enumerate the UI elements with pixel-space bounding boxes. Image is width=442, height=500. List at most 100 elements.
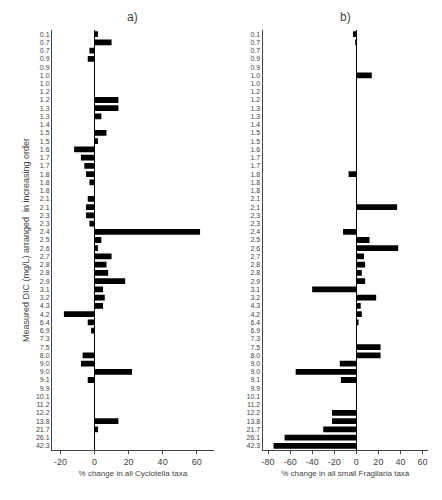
- svg-text:2.9: 2.9: [250, 278, 260, 285]
- svg-text:1.5: 1.5: [40, 138, 50, 145]
- svg-text:10.1: 10.1: [36, 393, 50, 400]
- svg-text:6.4: 6.4: [250, 319, 260, 326]
- svg-text:b): b): [340, 10, 351, 24]
- svg-text:1.2: 1.2: [250, 88, 260, 95]
- svg-text:1.8: 1.8: [40, 171, 50, 178]
- svg-text:2.5: 2.5: [250, 236, 260, 243]
- svg-text:2.3: 2.3: [250, 220, 260, 227]
- svg-text:1.7: 1.7: [40, 154, 50, 161]
- svg-text:2.7: 2.7: [250, 253, 260, 260]
- svg-text:40: 40: [395, 457, 405, 467]
- svg-text:Measured DIC (mg/L) arranged: Measured DIC (mg/L) arranged in increasi…: [21, 138, 31, 342]
- svg-text:13.8: 13.8: [36, 418, 50, 425]
- svg-text:-20: -20: [328, 457, 341, 467]
- svg-text:3.1: 3.1: [40, 286, 50, 293]
- svg-text:9.0: 9.0: [250, 368, 260, 375]
- svg-text:3.1: 3.1: [250, 286, 260, 293]
- svg-text:60: 60: [417, 457, 427, 467]
- svg-text:11.2: 11.2: [247, 401, 260, 408]
- svg-text:6.4: 6.4: [40, 319, 50, 326]
- svg-text:2.1: 2.1: [40, 195, 50, 202]
- svg-text:2.8: 2.8: [40, 261, 50, 268]
- svg-text:0.1: 0.1: [250, 31, 260, 38]
- svg-text:2.9: 2.9: [40, 278, 50, 285]
- svg-text:7.5: 7.5: [40, 344, 50, 351]
- svg-text:2.5: 2.5: [40, 236, 50, 243]
- svg-text:7.5: 7.5: [250, 344, 260, 351]
- svg-text:1.0: 1.0: [40, 72, 50, 79]
- svg-text:42.3: 42.3: [36, 442, 50, 449]
- svg-text:2.3: 2.3: [40, 212, 50, 219]
- svg-text:4.3: 4.3: [40, 302, 50, 309]
- svg-text:1.5: 1.5: [250, 129, 260, 136]
- svg-text:3.2: 3.2: [40, 294, 50, 301]
- svg-text:1.0: 1.0: [250, 80, 260, 87]
- svg-text:2.7: 2.7: [40, 253, 50, 260]
- svg-text:-20: -20: [54, 457, 67, 467]
- svg-text:1.8: 1.8: [250, 187, 260, 194]
- svg-text:13.8: 13.8: [247, 418, 261, 425]
- svg-text:0.7: 0.7: [40, 39, 50, 46]
- svg-text:0.7: 0.7: [40, 47, 50, 54]
- svg-text:12.2: 12.2: [247, 409, 261, 416]
- svg-text:11.2: 11.2: [36, 401, 49, 408]
- svg-text:1.5: 1.5: [40, 129, 50, 136]
- svg-text:a): a): [127, 10, 138, 24]
- svg-text:4.2: 4.2: [40, 311, 50, 318]
- svg-text:1.8: 1.8: [250, 179, 260, 186]
- svg-text:1.8: 1.8: [40, 187, 50, 194]
- svg-text:1.6: 1.6: [250, 146, 260, 153]
- svg-text:8.0: 8.0: [40, 352, 50, 359]
- svg-text:42.3: 42.3: [247, 442, 261, 449]
- svg-text:9.9: 9.9: [40, 385, 50, 392]
- svg-text:2.6: 2.6: [250, 245, 260, 252]
- svg-text:4.2: 4.2: [250, 311, 260, 318]
- svg-text:9.1: 9.1: [250, 376, 260, 383]
- svg-text:0.1: 0.1: [40, 31, 50, 38]
- svg-text:1.2: 1.2: [40, 88, 50, 95]
- svg-text:6.9: 6.9: [40, 327, 50, 334]
- svg-text:1.3: 1.3: [250, 113, 260, 120]
- svg-text:1.2: 1.2: [40, 96, 50, 103]
- svg-text:2.6: 2.6: [40, 245, 50, 252]
- svg-text:7.3: 7.3: [250, 335, 260, 342]
- svg-text:1.3: 1.3: [250, 105, 260, 112]
- svg-text:3.2: 3.2: [250, 294, 260, 301]
- svg-text:0: 0: [92, 457, 97, 467]
- svg-text:2.4: 2.4: [40, 228, 50, 235]
- svg-text:1.8: 1.8: [250, 171, 260, 178]
- svg-text:1.7: 1.7: [40, 162, 50, 169]
- svg-text:2.8: 2.8: [40, 269, 50, 276]
- svg-text:0.7: 0.7: [250, 47, 260, 54]
- svg-text:1.7: 1.7: [250, 154, 260, 161]
- svg-text:1.6: 1.6: [40, 146, 50, 153]
- svg-text:1.4: 1.4: [250, 121, 260, 128]
- svg-text:1.0: 1.0: [40, 80, 50, 87]
- svg-text:9.0: 9.0: [250, 360, 260, 367]
- svg-text:6.9: 6.9: [250, 327, 260, 334]
- svg-text:2.8: 2.8: [250, 269, 260, 276]
- svg-text:2.8: 2.8: [250, 261, 260, 268]
- svg-text:% change in all small Fragilar: % change in all small Fragilaria taxa: [281, 469, 410, 478]
- svg-text:40: 40: [158, 457, 168, 467]
- svg-text:21.7: 21.7: [247, 426, 261, 433]
- svg-text:0.9: 0.9: [250, 55, 260, 62]
- svg-text:0.7: 0.7: [250, 39, 260, 46]
- svg-text:4.3: 4.3: [250, 302, 260, 309]
- svg-text:1.0: 1.0: [250, 72, 260, 79]
- svg-text:1.8: 1.8: [40, 179, 50, 186]
- svg-text:0.9: 0.9: [250, 64, 260, 71]
- svg-text:-40: -40: [306, 457, 319, 467]
- svg-text:9.1: 9.1: [40, 376, 50, 383]
- svg-text:1.3: 1.3: [40, 113, 50, 120]
- svg-text:0.9: 0.9: [40, 64, 50, 71]
- svg-text:% change in all Cyclotella tax: % change in all Cyclotella taxa: [79, 469, 188, 478]
- svg-text:21.7: 21.7: [36, 426, 50, 433]
- svg-text:0: 0: [354, 457, 359, 467]
- svg-text:2.3: 2.3: [40, 220, 50, 227]
- svg-text:9.9: 9.9: [250, 385, 260, 392]
- svg-text:2.1: 2.1: [250, 204, 260, 211]
- svg-text:60: 60: [192, 457, 202, 467]
- svg-text:1.4: 1.4: [40, 121, 50, 128]
- svg-text:2.1: 2.1: [250, 195, 260, 202]
